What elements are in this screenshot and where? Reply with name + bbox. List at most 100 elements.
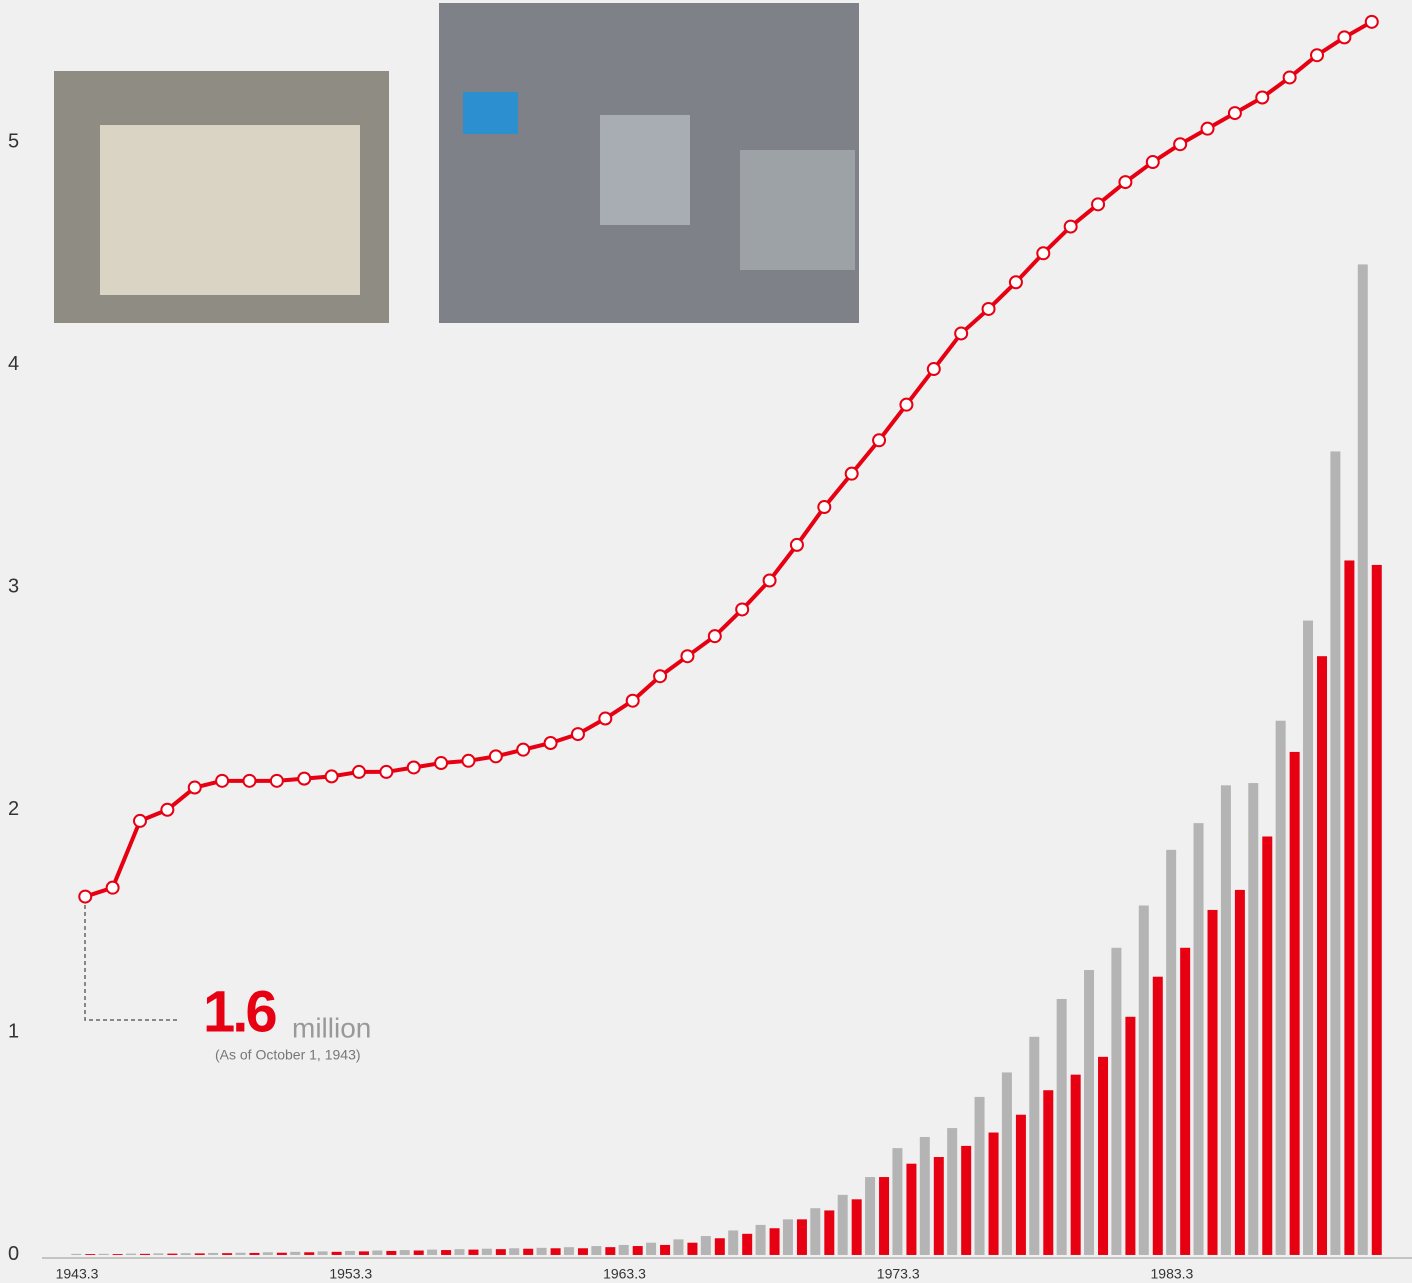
bar xyxy=(673,1239,684,1255)
y-tick-label: 0 xyxy=(8,1243,19,1265)
bar xyxy=(810,1208,821,1255)
bar xyxy=(961,1145,972,1255)
bar xyxy=(1070,1074,1081,1255)
point xyxy=(1255,90,1270,105)
bar xyxy=(796,1219,807,1255)
y-tick-label: 4 xyxy=(8,353,19,375)
bar xyxy=(249,1252,260,1255)
point xyxy=(78,889,93,904)
bar xyxy=(577,1248,588,1255)
bar xyxy=(1152,976,1163,1255)
y-tick-label: 3 xyxy=(8,575,19,597)
point xyxy=(461,753,476,768)
point xyxy=(926,362,941,377)
bar xyxy=(112,1254,123,1255)
point xyxy=(872,433,887,448)
bar xyxy=(344,1250,355,1255)
bar xyxy=(851,1199,862,1255)
bar xyxy=(550,1248,561,1255)
bar xyxy=(358,1251,369,1255)
bar xyxy=(1220,785,1231,1255)
point xyxy=(1036,246,1051,261)
bar xyxy=(481,1248,492,1255)
point xyxy=(1008,275,1023,290)
bar xyxy=(495,1249,506,1255)
bar xyxy=(509,1248,520,1255)
point xyxy=(488,749,503,764)
bar xyxy=(208,1252,219,1255)
point xyxy=(1227,106,1242,121)
bar xyxy=(947,1128,958,1255)
point xyxy=(1200,121,1215,136)
bar xyxy=(536,1247,547,1255)
bar xyxy=(933,1157,944,1255)
point xyxy=(132,813,147,828)
point xyxy=(379,764,394,779)
point xyxy=(434,756,449,771)
bar xyxy=(714,1238,725,1255)
bar xyxy=(1275,720,1286,1255)
point xyxy=(242,773,257,788)
bar xyxy=(755,1224,766,1255)
bar xyxy=(1234,889,1245,1255)
bar xyxy=(1001,1072,1012,1255)
point xyxy=(324,769,339,784)
point xyxy=(1364,14,1379,29)
point xyxy=(762,573,777,588)
bar xyxy=(632,1246,643,1255)
annotation-note: (As of October 1, 1943) xyxy=(215,1047,361,1063)
point xyxy=(789,537,804,552)
bar xyxy=(687,1242,698,1255)
point xyxy=(570,727,585,742)
bar xyxy=(892,1148,903,1255)
point xyxy=(160,802,175,817)
annotation-leader xyxy=(84,905,180,1021)
bar xyxy=(441,1250,452,1255)
bar xyxy=(782,1219,793,1255)
bar xyxy=(974,1096,985,1255)
bar xyxy=(180,1253,191,1255)
point xyxy=(954,326,969,341)
bar xyxy=(824,1210,835,1255)
bar xyxy=(139,1253,150,1255)
bar xyxy=(1084,970,1095,1255)
bar xyxy=(98,1253,109,1255)
bar xyxy=(468,1249,479,1255)
x-tick-label: 1963.3 xyxy=(603,1266,646,1282)
bar xyxy=(646,1242,657,1255)
point xyxy=(1063,219,1078,234)
bar xyxy=(304,1252,315,1255)
photo-building-shape xyxy=(100,125,360,295)
point xyxy=(516,742,531,757)
point xyxy=(105,880,120,895)
x-tick-label: 1973.3 xyxy=(877,1266,920,1282)
photo-building-shape xyxy=(600,115,690,225)
point xyxy=(215,773,230,788)
bar xyxy=(618,1244,629,1255)
point xyxy=(625,693,640,708)
bar xyxy=(427,1249,438,1255)
point xyxy=(817,500,832,515)
bar xyxy=(235,1252,246,1255)
bar xyxy=(1262,836,1273,1255)
bar xyxy=(523,1248,534,1255)
bar xyxy=(125,1253,136,1255)
bar xyxy=(1056,998,1067,1255)
bar xyxy=(372,1250,383,1255)
bar xyxy=(1111,947,1122,1255)
bar xyxy=(1098,1056,1109,1255)
point xyxy=(269,773,284,788)
x-tick-label: 1943.3 xyxy=(56,1266,99,1282)
bar xyxy=(591,1246,602,1255)
bar xyxy=(1371,564,1382,1255)
point xyxy=(844,466,859,481)
bar xyxy=(1207,909,1218,1255)
bar xyxy=(399,1250,410,1255)
x-tick-label: 1953.3 xyxy=(329,1266,372,1282)
bar xyxy=(879,1177,890,1255)
bar xyxy=(1125,1016,1136,1255)
bar xyxy=(1180,947,1191,1255)
bar xyxy=(988,1132,999,1255)
point xyxy=(1091,197,1106,212)
bar xyxy=(1289,751,1300,1255)
